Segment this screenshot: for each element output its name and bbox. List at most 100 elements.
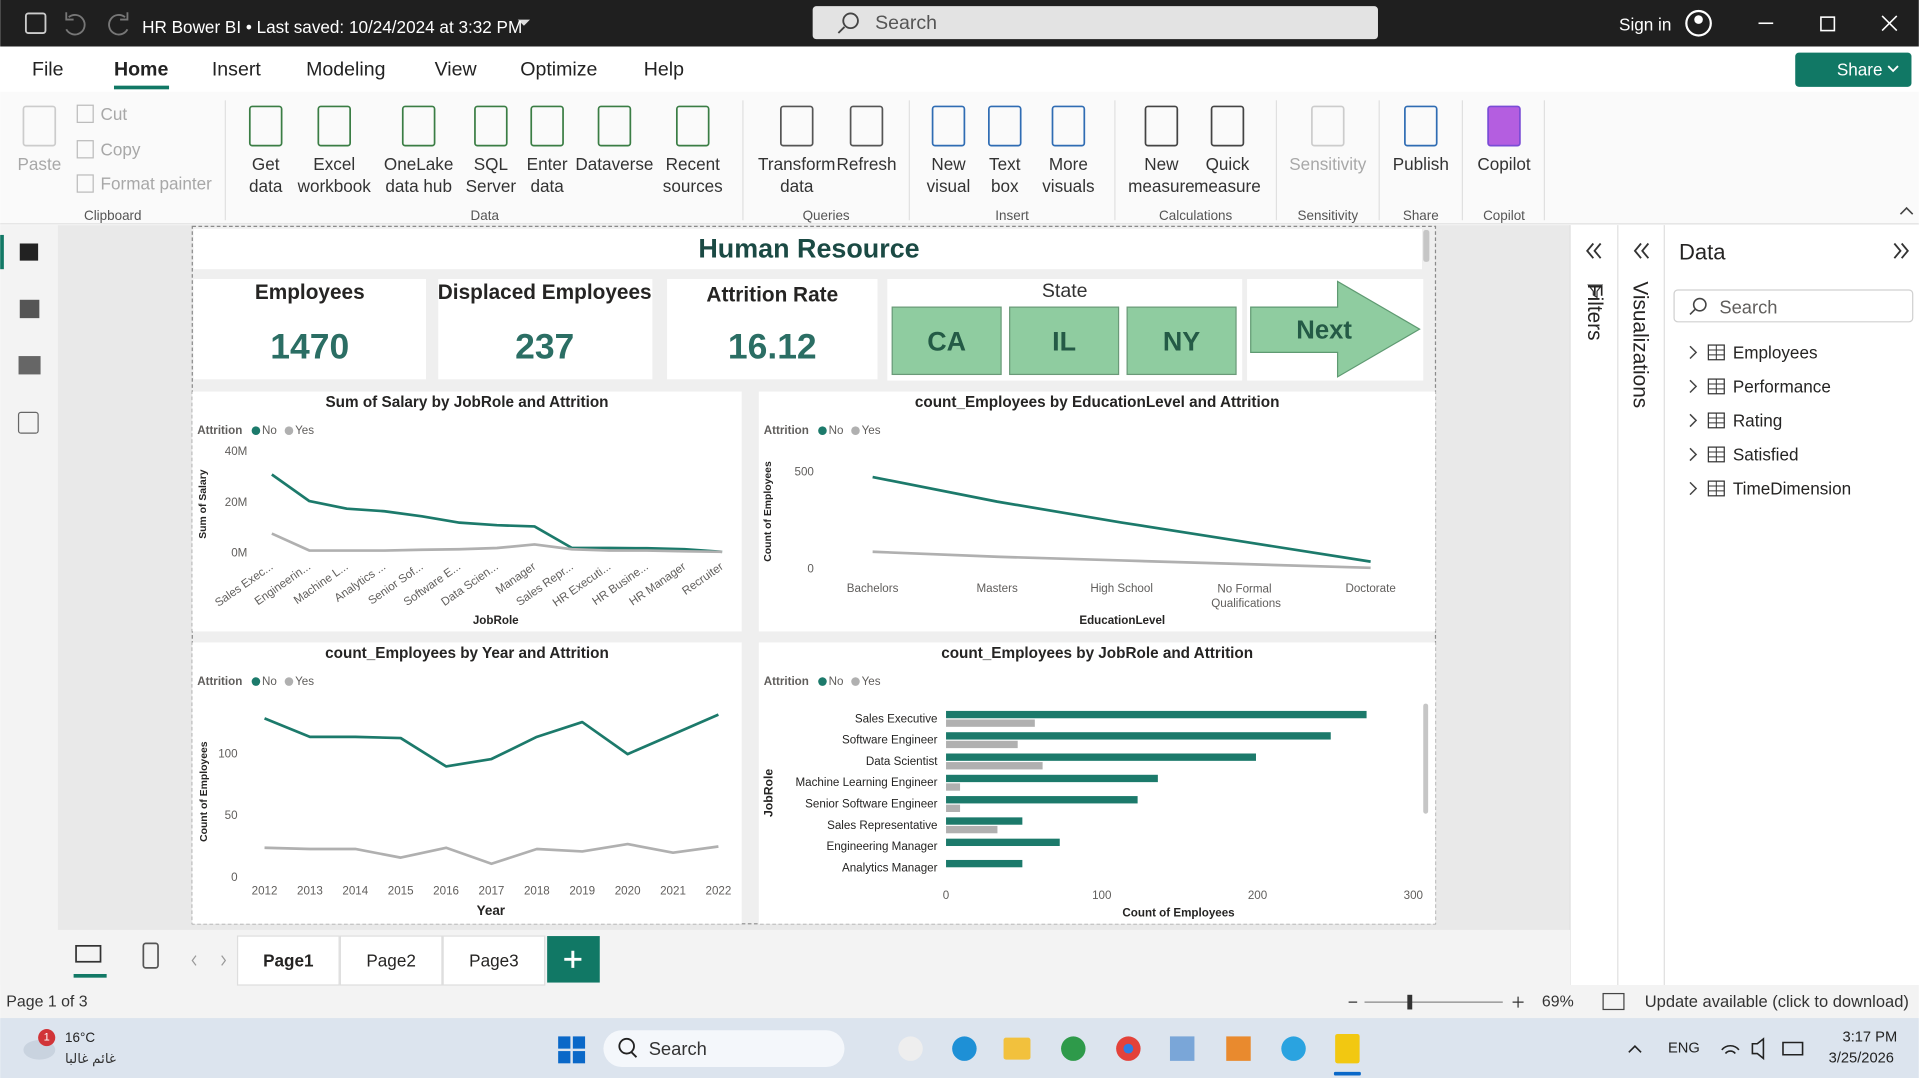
collapse-visualizations[interactable]	[1633, 242, 1650, 259]
table-name[interactable]: Performance	[1733, 376, 1831, 396]
menu-item[interactable]: Insert	[212, 59, 261, 81]
table-name[interactable]: Satisfied	[1733, 444, 1799, 464]
tree-chevron[interactable]	[1689, 447, 1698, 462]
search-placeholder[interactable]: Search	[875, 12, 937, 34]
page-tab-label[interactable]: Page2	[366, 951, 416, 971]
slicer-option-label[interactable]: IL	[1052, 326, 1076, 356]
table-name[interactable]: TimeDimension	[1733, 478, 1851, 498]
page-scrollbar[interactable]	[1423, 230, 1430, 262]
desktop-layout-icon[interactable]	[75, 944, 102, 963]
ribbon-button[interactable]: Sensitivity	[1289, 154, 1367, 174]
title-dropdown[interactable]	[517, 19, 531, 26]
input-language[interactable]: ENG	[1668, 1041, 1700, 1057]
page-tab[interactable]	[442, 935, 546, 986]
menu-item[interactable]: Home	[114, 59, 168, 81]
app-icon[interactable]	[1169, 1036, 1195, 1061]
slicer-option-label[interactable]: NY	[1163, 326, 1200, 356]
filters-pane-title[interactable]: Filters	[1583, 284, 1606, 341]
share-button[interactable]: Share	[1837, 60, 1883, 80]
model-view-icon[interactable]	[18, 356, 41, 375]
ribbon-button[interactable]: Transform	[758, 154, 835, 174]
ribbon-button[interactable]: Recent	[666, 154, 721, 174]
expand-data[interactable]	[1893, 242, 1909, 259]
ribbon-button[interactable]: Excel	[313, 154, 355, 174]
ribbon-button[interactable]: Format painter	[101, 174, 213, 194]
visualizations-pane-title[interactable]: Visualizations	[1628, 281, 1651, 408]
zoom-buttons[interactable]	[1348, 996, 1524, 1008]
ribbon-button[interactable]: data hub	[385, 176, 452, 196]
update-notice[interactable]: Update available (click to download)	[1645, 993, 1909, 1011]
sign-in[interactable]: Sign in	[1619, 14, 1671, 34]
app-icon[interactable]	[1226, 1036, 1251, 1061]
page-tab[interactable]	[236, 935, 340, 986]
account-icon[interactable]	[1685, 9, 1712, 37]
ribbon-button[interactable]: Paste	[17, 154, 61, 174]
ribbon-button[interactable]: box	[991, 176, 1019, 196]
search-box[interactable]	[812, 6, 1378, 40]
table-name[interactable]: Employees	[1733, 342, 1818, 362]
ribbon-button[interactable]: Server	[466, 176, 517, 196]
next-button-label[interactable]: Next	[1296, 316, 1352, 344]
data-search-placeholder[interactable]: Search	[1719, 297, 1777, 318]
ribbon-button[interactable]: More	[1049, 154, 1088, 174]
next-arrow[interactable]	[1250, 280, 1421, 378]
data-search-box[interactable]	[1673, 289, 1914, 323]
share-button-bg[interactable]	[1795, 52, 1912, 87]
maximize-button[interactable]	[1820, 16, 1836, 32]
tree-chevron[interactable]	[1689, 345, 1698, 360]
page-tab-label[interactable]: Page3	[469, 951, 519, 971]
collapse-filters[interactable]	[1586, 242, 1602, 259]
ribbon-button[interactable]: workbook	[297, 176, 372, 196]
tab-scroll-arrows[interactable]	[191, 955, 227, 966]
tree-chevron[interactable]	[1689, 413, 1698, 428]
table-view-icon[interactable]	[19, 299, 40, 319]
ribbon-button[interactable]: New	[1144, 154, 1179, 174]
ribbon-button[interactable]: Refresh	[837, 154, 897, 174]
zoom-thumb[interactable]	[1407, 994, 1413, 1010]
visual-scrollbar[interactable]	[1423, 703, 1429, 814]
redo-icon[interactable]	[108, 12, 129, 36]
tree-chevron[interactable]	[1689, 379, 1698, 394]
ribbon-button[interactable]: visuals	[1042, 176, 1094, 196]
slicer-option-label[interactable]: CA	[927, 326, 966, 356]
ribbon-button[interactable]: SQL	[474, 154, 508, 174]
menu-item[interactable]: Modeling	[306, 59, 385, 81]
ribbon-button[interactable]: Quick	[1206, 154, 1250, 174]
ribbon-collapse[interactable]	[1899, 206, 1914, 215]
ribbon-button[interactable]: data	[780, 176, 814, 196]
table-name[interactable]: Rating	[1733, 410, 1783, 430]
ribbon-button[interactable]: Copilot	[1477, 154, 1531, 174]
ribbon-button[interactable]: Text	[989, 154, 1021, 174]
menu-item[interactable]: View	[435, 59, 478, 81]
app-icon[interactable]	[898, 1036, 923, 1061]
ribbon-button[interactable]: sources	[663, 176, 723, 196]
page-tab[interactable]	[339, 935, 443, 986]
close-button[interactable]	[1881, 15, 1898, 32]
save-icon[interactable]	[24, 12, 47, 34]
tree-chevron[interactable]	[1689, 481, 1698, 496]
slicer-option[interactable]	[1126, 306, 1237, 376]
app-icon[interactable]	[1061, 1036, 1086, 1061]
ribbon-button[interactable]: data	[530, 176, 564, 196]
ribbon-button[interactable]: data	[249, 176, 283, 196]
taskbar-search-label[interactable]: Search	[649, 1038, 707, 1059]
app-icon[interactable]	[1281, 1036, 1306, 1061]
start-button[interactable]	[558, 1036, 586, 1064]
slicer-option[interactable]	[891, 306, 1002, 376]
report-view-icon[interactable]	[19, 243, 39, 261]
menu-item[interactable]: File	[32, 59, 64, 81]
tray-icons[interactable]	[1628, 1037, 1804, 1061]
clock-time[interactable]: 3:17 PM	[1843, 1030, 1898, 1046]
page-tab-label[interactable]: Page1	[263, 951, 314, 971]
dax-view-icon[interactable]	[17, 411, 39, 434]
app-icon[interactable]	[1335, 1033, 1360, 1064]
ribbon-button[interactable]: New	[931, 154, 966, 174]
ribbon-button[interactable]: measure	[1128, 176, 1195, 196]
ribbon-button[interactable]: Copy	[101, 139, 141, 159]
ribbon-button[interactable]: Publish	[1393, 154, 1449, 174]
taskbar-search[interactable]	[603, 1030, 845, 1067]
mobile-layout-icon[interactable]	[142, 942, 159, 969]
ribbon-button[interactable]: visual	[927, 176, 971, 196]
ribbon-button[interactable]: Enter	[527, 154, 568, 174]
clock-date[interactable]: 3/25/2026	[1829, 1050, 1894, 1066]
